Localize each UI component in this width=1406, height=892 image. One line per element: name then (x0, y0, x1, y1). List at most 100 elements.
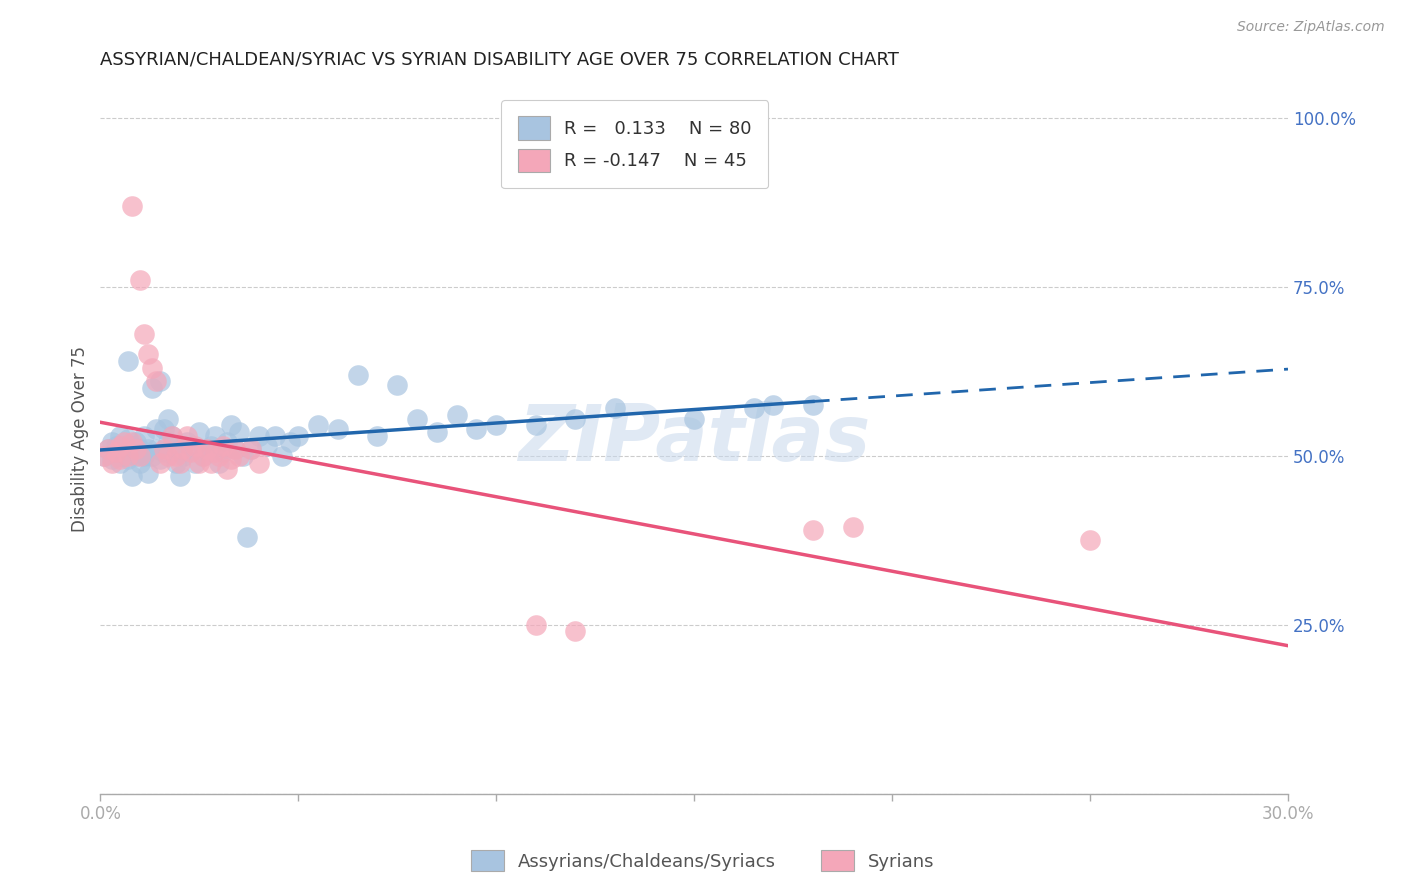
Point (200, 456, 222, 470)
Point (121, 199, 143, 213)
Point (224, 442, 246, 456)
Point (117, 432, 139, 446)
Point (247, 428, 270, 442)
Point (156, 449, 179, 463)
Point (129, 273, 152, 287)
Point (121, 445, 143, 459)
Point (169, 442, 191, 456)
Point (129, 449, 152, 463)
Point (801, 398, 824, 412)
Point (101, 456, 124, 470)
Point (173, 449, 195, 463)
Point (121, 435, 143, 450)
Point (603, 401, 626, 416)
Point (125, 435, 148, 450)
Point (121, 469, 143, 483)
Point (97, 442, 120, 456)
Point (232, 449, 254, 463)
Point (683, 411, 706, 425)
Point (465, 422, 488, 436)
Point (117, 354, 139, 368)
Point (762, 398, 785, 412)
Point (366, 428, 388, 442)
Point (184, 456, 207, 470)
Point (236, 530, 259, 544)
Point (156, 435, 179, 450)
Point (263, 428, 285, 442)
Point (219, 452, 242, 467)
Point (280, 435, 302, 450)
Point (406, 411, 429, 425)
Point (141, 381, 163, 395)
Point (200, 439, 222, 453)
Text: ASSYRIAN/CHALDEAN/SYRIAC VS SYRIAN DISABILITY AGE OVER 75 CORRELATION CHART: ASSYRIAN/CHALDEAN/SYRIAC VS SYRIAN DISAB… (100, 51, 900, 69)
Point (132, 327, 155, 342)
Point (247, 456, 270, 470)
Point (141, 360, 163, 375)
Point (132, 428, 155, 442)
Point (121, 439, 143, 453)
Point (564, 411, 586, 425)
Point (215, 462, 238, 476)
Point (801, 523, 824, 537)
Point (97, 442, 120, 456)
Point (173, 442, 195, 456)
Point (141, 449, 163, 463)
Point (224, 442, 246, 456)
Point (212, 445, 235, 459)
Point (112, 435, 135, 450)
Point (160, 428, 183, 442)
Point (564, 624, 586, 639)
Point (446, 409, 468, 423)
Point (239, 442, 262, 456)
Point (105, 445, 128, 459)
Point (524, 418, 547, 433)
Point (195, 442, 218, 456)
Point (387, 377, 409, 392)
Point (108, 452, 131, 467)
Point (212, 439, 235, 453)
Point (485, 418, 508, 433)
Point (108, 439, 131, 453)
Point (188, 425, 211, 439)
Point (215, 435, 238, 450)
Point (195, 442, 218, 456)
Point (169, 456, 191, 470)
Point (117, 449, 139, 463)
Point (93, 449, 115, 463)
Point (149, 375, 172, 389)
Point (136, 347, 159, 361)
Point (149, 456, 172, 470)
Point (271, 449, 294, 463)
Text: ZIPatlas: ZIPatlas (517, 401, 870, 477)
Point (176, 435, 198, 450)
Point (204, 428, 226, 442)
Point (204, 445, 226, 459)
Point (129, 456, 152, 470)
Point (169, 469, 191, 483)
Point (193, 449, 215, 463)
Point (228, 425, 250, 439)
Point (165, 456, 187, 470)
Point (841, 520, 863, 534)
Point (742, 401, 765, 416)
Point (307, 418, 329, 433)
Point (219, 418, 242, 433)
Point (326, 422, 349, 436)
Point (426, 425, 449, 439)
Point (149, 452, 172, 467)
Point (112, 449, 135, 463)
Point (145, 375, 167, 389)
Point (524, 617, 547, 632)
Point (145, 442, 167, 456)
Point (101, 452, 124, 467)
Point (105, 445, 128, 459)
Point (184, 439, 207, 453)
Point (208, 456, 231, 470)
Point (156, 411, 179, 425)
Point (176, 428, 198, 442)
Point (228, 449, 250, 463)
Legend: R =   0.133    N = 80, R = -0.147    N = 45: R = 0.133 N = 80, R = -0.147 N = 45 (502, 100, 768, 188)
Point (346, 368, 368, 382)
Point (152, 422, 174, 436)
